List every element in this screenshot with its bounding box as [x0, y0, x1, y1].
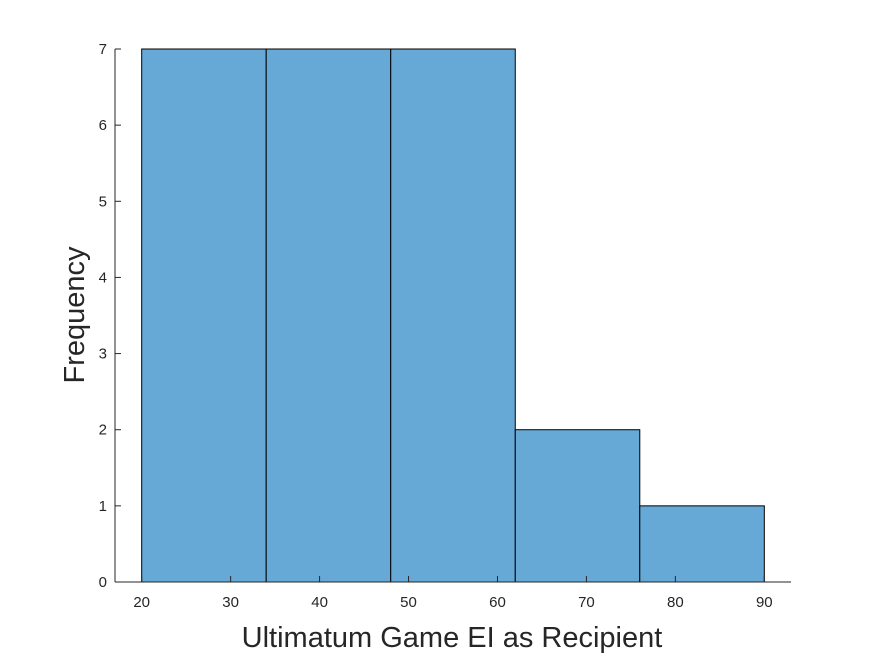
- y-tick-label: 6: [99, 117, 107, 134]
- y-axis-label: Frequency: [59, 246, 91, 384]
- histogram-bar-3: [390, 48, 516, 583]
- x-tick-label: 20: [133, 594, 150, 611]
- y-tick-label: 2: [99, 422, 107, 439]
- x-tick-label: 40: [311, 594, 328, 611]
- x-tick-label: 30: [222, 594, 239, 611]
- x-tick-label: 80: [667, 594, 684, 611]
- y-tick-label: 4: [99, 269, 107, 286]
- bars-group: [141, 48, 765, 583]
- histogram-bar-4: [514, 429, 641, 583]
- y-tick-label: 3: [99, 346, 107, 363]
- axes-group: [114, 49, 791, 583]
- x-tick-label: 50: [400, 594, 417, 611]
- x-tick-label: 90: [756, 594, 773, 611]
- histogram-bar-1: [141, 48, 267, 583]
- x-tick-label: 60: [489, 594, 506, 611]
- histogram-bar-5: [639, 505, 765, 583]
- y-tick-label: 7: [99, 41, 107, 58]
- y-ticks-group: 0 1 2 3 4 5 6 7: [99, 41, 121, 591]
- y-tick-label: 1: [99, 498, 107, 515]
- y-tick-label: 5: [99, 193, 107, 210]
- x-tick-label: 70: [578, 594, 595, 611]
- x-axis-label: Ultimatum Game EI as Recipient: [242, 622, 663, 654]
- y-tick-label: 0: [99, 574, 107, 591]
- histogram-bar-2: [265, 48, 392, 583]
- x-ticks-group: 20 30 40 50 60 70 80 90: [133, 576, 773, 611]
